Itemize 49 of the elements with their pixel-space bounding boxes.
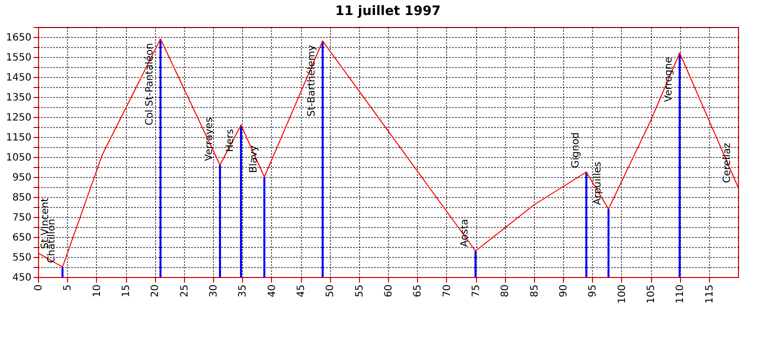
x-tick-label: 45 — [296, 284, 307, 298]
chart-title: 11 juillet 1997 — [335, 4, 441, 19]
x-tick-label: 115 — [704, 284, 716, 304]
annotation: Blavy — [248, 145, 260, 173]
y-tick-label: 1250 — [6, 112, 32, 124]
x-tick-label: 0 — [34, 284, 44, 291]
y-tick-label: 1650 — [6, 32, 32, 44]
annotation: Col St-Pantaléon — [144, 43, 156, 126]
x-tick-label: 15 — [121, 284, 132, 298]
y-tick-label: 1350 — [6, 92, 32, 104]
y-tick-label: 1050 — [6, 152, 32, 164]
annotation: Aosta — [460, 218, 470, 247]
x-tick-label: 75 — [471, 284, 482, 298]
x-tick-label: 110 — [675, 284, 686, 304]
annotation: Verrogne — [664, 57, 675, 102]
x-tick-label: 5 — [62, 284, 74, 291]
x-tick-label: 65 — [412, 284, 424, 298]
x-tick-label: 50 — [325, 284, 336, 298]
x-tick-label: 85 — [529, 284, 540, 298]
annotation: Gignod — [570, 132, 582, 168]
x-tick-label: 35 — [238, 284, 249, 298]
y-tick-label: 1550 — [6, 52, 32, 64]
x-tick-label: 90 — [558, 284, 570, 298]
x-tick-label: 60 — [384, 284, 394, 298]
x-tick-label: 40 — [266, 284, 278, 298]
line-series — [38, 38, 738, 268]
y-tick-label: 550 — [12, 252, 32, 264]
x-tick-label: 100 — [616, 284, 628, 304]
y-tick-label: 450 — [12, 272, 32, 284]
y-tick-label: 750 — [12, 212, 32, 224]
x-tick-label: 55 — [354, 284, 366, 298]
annotation: Verrayes — [204, 117, 215, 161]
y-tick-label: 850 — [12, 192, 32, 204]
x-tick-label: 25 — [179, 284, 190, 298]
x-tick-label: 95 — [588, 284, 599, 298]
x-tick-label: 30 — [208, 284, 220, 298]
annotation: St-Barthélemy — [306, 44, 318, 117]
x-tick-label: 20 — [150, 284, 162, 298]
annotation: Hers — [225, 129, 236, 152]
x-tick-label: 105 — [646, 284, 657, 304]
y-tick-label: 950 — [12, 172, 32, 184]
annotation: Arpuilles — [592, 162, 604, 205]
y-tick-label: 650 — [12, 232, 32, 244]
y-tick-label: 1450 — [6, 72, 32, 84]
annotation: Cerellaz — [722, 142, 733, 183]
y-tick-label: 1150 — [6, 132, 32, 144]
x-tick-label: 80 — [500, 284, 512, 298]
x-tick-label: 10 — [92, 284, 103, 298]
x-tick-label: 70 — [442, 284, 453, 298]
